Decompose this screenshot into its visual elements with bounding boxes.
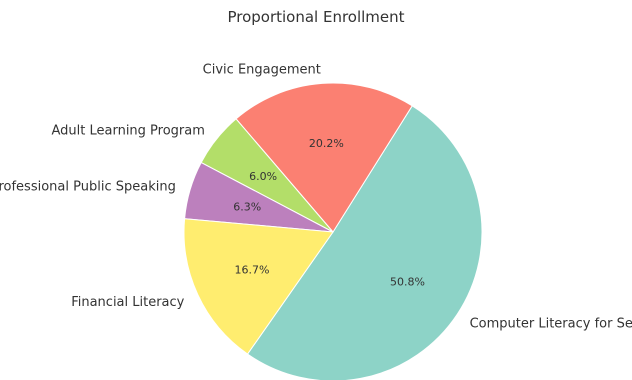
slice-category-label: Financial Literacy bbox=[71, 295, 184, 310]
slice-percentage-label: 20.2% bbox=[309, 137, 344, 150]
slice-percentage-label: 6.0% bbox=[249, 170, 277, 183]
category-labels: Computer Literacy for Seniors Civic Engag… bbox=[0, 63, 632, 332]
pie-slices bbox=[183, 82, 483, 380]
pie-slice-1 bbox=[235, 82, 413, 233]
slice-category-label: Computer Literacy for Seniors bbox=[470, 317, 632, 332]
slice-category-label: Professional Public Speaking bbox=[0, 180, 176, 195]
slice-percentage-label: 6.3% bbox=[233, 201, 261, 214]
pie-slice-0 bbox=[246, 105, 483, 380]
pie-slice-4 bbox=[183, 218, 334, 355]
percentage-labels: 50.8% 20.2% 6.0% 6.3% 16.7% bbox=[233, 137, 425, 289]
slice-percentage-label: 50.8% bbox=[390, 275, 425, 288]
slice-category-label: Adult Learning Program bbox=[51, 124, 204, 139]
slice-percentage-label: 16.7% bbox=[234, 264, 269, 277]
slice-category-label: Civic Engagement bbox=[203, 63, 321, 78]
chart-title: Proportional Enrollment bbox=[227, 8, 404, 26]
